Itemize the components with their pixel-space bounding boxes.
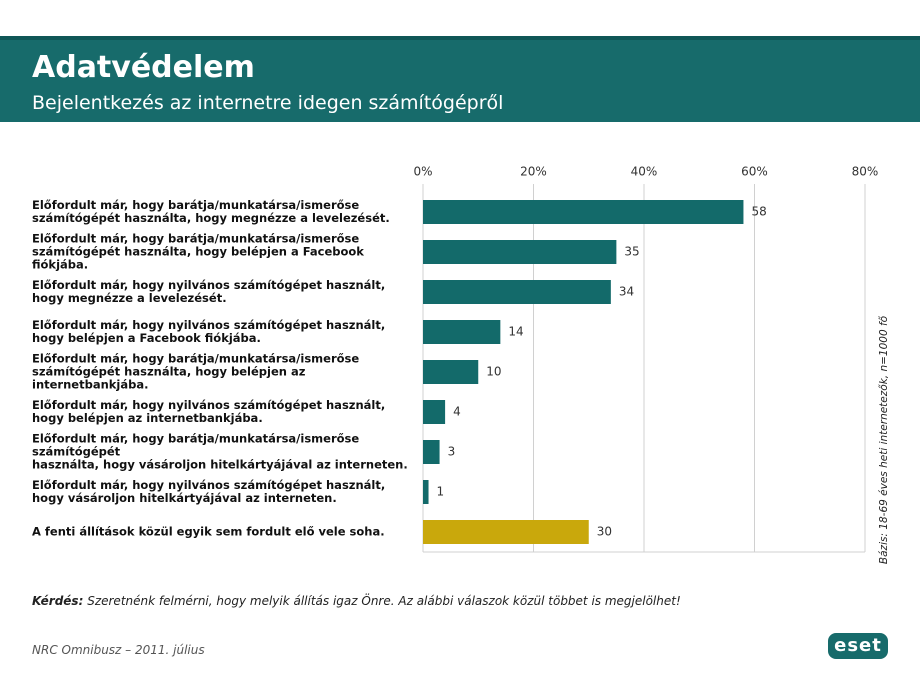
bar [423, 480, 429, 504]
category-label: Előfordult már, hogy barátja/munkatársa/… [32, 231, 364, 272]
category-label: Előfordult már, hogy nyilvános számítógé… [32, 478, 386, 505]
question-label: Kérdés: [32, 594, 84, 608]
category-label: Előfordult már, hogy barátja/munkatársa/… [32, 198, 390, 225]
bar [423, 320, 501, 344]
bar [423, 360, 479, 384]
bar [423, 280, 611, 304]
category-label: Előfordult már, hogy nyilvános számítógé… [32, 398, 386, 425]
question: Kérdés: Szeretnénk felmérni, hogy melyik… [32, 594, 681, 608]
category-label: A fenti állítások közül egyik sem fordul… [32, 524, 385, 539]
value-label: 1 [437, 485, 445, 499]
x-tick-label: 80% [852, 165, 879, 179]
source: NRC Omnibusz – 2011. július [32, 643, 205, 657]
value-label: 35 [624, 245, 639, 259]
header: Adatvédelem Bejelentkezés az internetre … [0, 36, 920, 122]
x-tick-label: 60% [741, 165, 768, 179]
subtitle: Bejelentkezés az internetre idegen számí… [32, 92, 504, 114]
x-tick-label: 40% [631, 165, 658, 179]
x-tick-label: 0% [413, 165, 432, 179]
category-label: Előfordult már, hogy nyilvános számítógé… [32, 318, 386, 345]
category-label: Előfordult már, hogy nyilvános számítógé… [32, 278, 386, 305]
logo: eset [828, 633, 888, 659]
bar [423, 400, 446, 424]
bar [423, 440, 440, 464]
value-label: 58 [751, 205, 766, 219]
value-label: 10 [486, 365, 501, 379]
bar [423, 240, 617, 264]
bar [423, 520, 589, 544]
category-label: Előfordult már, hogy barátja/munkatársa/… [32, 431, 408, 472]
title: Adatvédelem [32, 50, 255, 85]
category-label: Előfordult már, hogy barátja/munkatársa/… [32, 351, 360, 392]
x-tick-label: 20% [520, 165, 547, 179]
question-text: Szeretnénk felmérni, hogy melyik állítás… [87, 594, 681, 608]
value-label: 3 [448, 445, 456, 459]
value-label: 4 [453, 405, 461, 419]
side-note: Bázis: 18-69 éves heti internetezők, n=1… [878, 315, 890, 565]
bar [423, 200, 744, 224]
value-label: 34 [619, 285, 634, 299]
value-label: 14 [508, 325, 523, 339]
value-label: 30 [597, 525, 612, 539]
